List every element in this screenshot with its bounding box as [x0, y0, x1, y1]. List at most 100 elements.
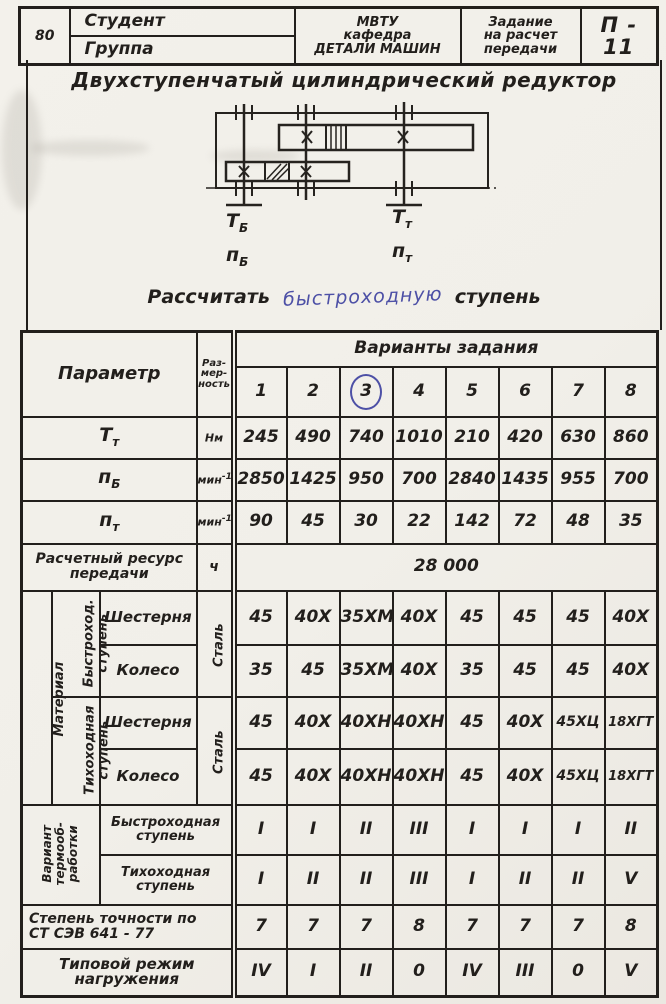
variant-number-circled: 3 — [338, 365, 394, 418]
scan-smudge — [30, 140, 150, 156]
value-cell: 45 — [550, 643, 606, 698]
scan-smudge — [210, 150, 300, 162]
value-cell: II — [338, 947, 394, 998]
value-cell: 45 — [230, 747, 288, 806]
value-cell: 0 — [391, 947, 447, 998]
load-mode-label: Типовой режим нагружения — [20, 947, 235, 998]
assignment-line1: Задание — [488, 14, 553, 30]
value-cell: 40Х — [285, 695, 341, 750]
heat-treatment-group-label: Вариант термооб- работки — [20, 803, 101, 906]
value-cell: 45 — [444, 589, 500, 646]
value-cell: 210 — [444, 415, 500, 460]
value-cell: 630 — [550, 415, 606, 460]
value-cell: 950 — [338, 457, 394, 502]
value-cell: 955 — [550, 457, 606, 502]
value-cell: 45ХЦ — [550, 747, 606, 806]
value-cell: 245 — [230, 415, 288, 460]
sheet-code: 80 — [18, 6, 71, 66]
dim-Nm: Нм — [195, 415, 235, 460]
value-cell: II — [550, 853, 606, 906]
variant-number: 4 — [391, 365, 447, 418]
value-cell: 35ХМ — [338, 643, 394, 698]
variants-header: Варианты задания — [230, 330, 659, 368]
task-noun: ступень — [454, 286, 541, 308]
dimension-header: Раз- мер- ность — [195, 330, 235, 418]
variants-table: Параметр Раз- мер- ность Варианты задани… — [20, 330, 660, 998]
gear-label: Шестерня — [98, 695, 198, 750]
value-cell: 8 — [391, 903, 447, 950]
value-cell: II — [603, 803, 659, 856]
task-line: Рассчитать быстроходную ступень — [28, 283, 660, 311]
value-cell: 72 — [497, 499, 553, 545]
department-cell: МВТУ кафедра ДЕТАЛИ МАШИН — [293, 6, 462, 66]
material-group-label: Материал — [20, 589, 67, 806]
value-cell: 40Х — [391, 589, 447, 646]
value-cell: II — [497, 853, 553, 906]
value-cell: 7 — [338, 903, 394, 950]
value-cell: 40ХН — [391, 695, 447, 750]
param-nT: пт — [20, 499, 198, 545]
value-cell: 700 — [391, 457, 447, 502]
value-cell: 7 — [285, 903, 341, 950]
value-cell: 35 — [444, 643, 500, 698]
value-cell: 45 — [497, 589, 553, 646]
value-cell: 2840 — [444, 457, 500, 502]
dept-line3: ДЕТАЛИ МАШИН — [314, 41, 441, 57]
variant-number: 1 — [230, 365, 288, 418]
value-cell: III — [391, 803, 447, 856]
value-cell: 40ХН — [391, 747, 447, 806]
value-cell: 0 — [550, 947, 606, 998]
value-cell: I — [230, 853, 288, 906]
value-cell: 7 — [497, 903, 553, 950]
input-speed-label: пБ — [226, 244, 249, 269]
value-cell: 860 — [603, 415, 659, 460]
material-slow-stage-label: Тихоходная ступень — [50, 695, 111, 806]
value-cell: I — [497, 803, 553, 856]
value-cell: 420 — [497, 415, 553, 460]
value-cell: II — [338, 803, 394, 856]
input-torque-label: ТБ — [226, 210, 249, 235]
value-cell: IV — [444, 947, 500, 998]
output-speed-label: пт — [392, 240, 413, 265]
assignment-cell: Задание на расчет передачи — [459, 6, 582, 66]
resource-label: Расчетный ресурс передачи — [20, 542, 198, 592]
value-cell: I — [285, 803, 341, 856]
value-cell: 45 — [230, 589, 288, 646]
gear-label: Шестерня — [98, 589, 198, 646]
value-cell: 35 — [603, 499, 659, 545]
value-cell: 40Х — [285, 589, 341, 646]
value-cell: II — [338, 853, 394, 906]
value-cell: III — [497, 947, 553, 998]
material-fast-stage-label: Быстроход. ступень — [50, 589, 110, 698]
param-nB: пБ — [20, 457, 198, 502]
value-cell: 740 — [338, 415, 394, 460]
value-cell: 40Х — [603, 589, 659, 646]
value-cell: 22 — [391, 499, 447, 545]
value-cell: I — [550, 803, 606, 856]
accuracy-label: Степень точности по СТ СЭВ 641 - 77 — [20, 903, 235, 950]
value-cell: 490 — [285, 415, 341, 460]
content-box: Двухступенчатый цилиндрический редуктор — [26, 60, 662, 330]
value-cell: 40Х — [497, 695, 553, 750]
variant-number: 2 — [285, 365, 341, 418]
dim-hours: ч — [195, 542, 235, 592]
value-cell: 45 — [497, 643, 553, 698]
value-cell: 1425 — [285, 457, 341, 502]
variant-number: 8 — [603, 365, 659, 418]
value-cell: 40ХН — [338, 695, 394, 750]
value-cell: I — [444, 803, 500, 856]
value-cell: II — [285, 853, 341, 906]
value-cell: 35ХМ — [338, 589, 394, 646]
resource-value: 28 000 — [230, 542, 659, 592]
variant-number: 6 — [497, 365, 553, 418]
value-cell: 45 — [285, 643, 341, 698]
wheel-label: Колесо — [98, 643, 198, 698]
value-cell: 142 — [444, 499, 500, 545]
value-cell: 35 — [230, 643, 288, 698]
scan-smudge — [2, 90, 42, 210]
value-cell: 2850 — [230, 457, 288, 502]
value-cell: 18ХГТ — [603, 747, 659, 806]
value-cell: 1010 — [391, 415, 447, 460]
group-label: Группа — [68, 35, 296, 66]
output-torque-label: Тт — [392, 206, 412, 231]
